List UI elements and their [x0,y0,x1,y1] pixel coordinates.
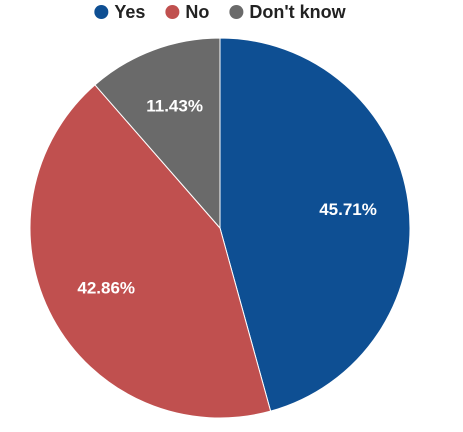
legend: Yes No Don't know [94,2,347,22]
slice-label: 42.86% [77,279,135,298]
legend-marker [165,5,180,19]
legend-text: Don't know [249,2,346,22]
legend-marker [229,5,244,19]
slice-label: 11.43% [146,97,203,116]
pie-slice [94,37,221,230]
legend-marker [94,5,109,19]
legend-text: Yes [114,2,145,22]
pie-slice [219,37,411,412]
legend-text: No [185,2,209,22]
slice-label: 45.71% [319,200,377,219]
pie-slice [29,84,272,419]
